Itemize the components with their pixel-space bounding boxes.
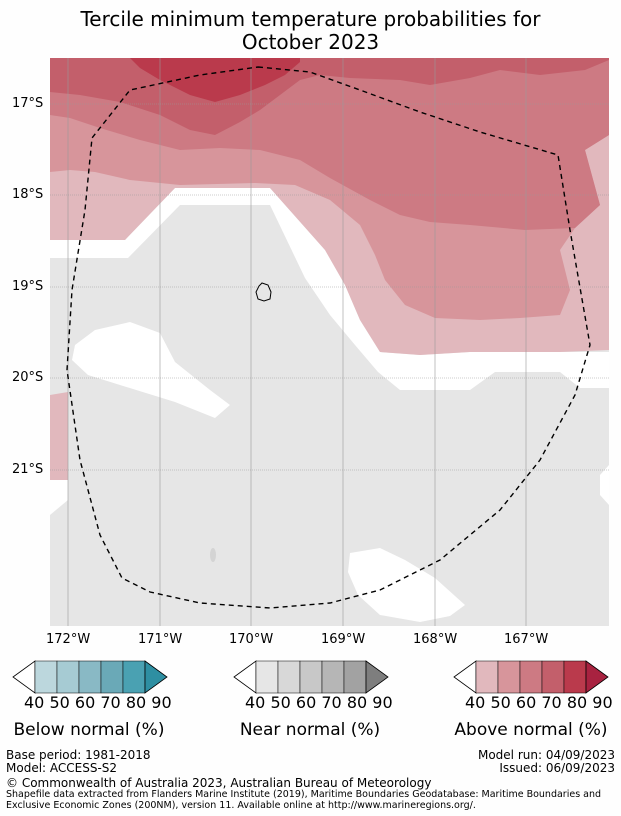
island-outline <box>255 282 272 302</box>
legend-near-segment-5 <box>343 660 367 694</box>
copyright-notice: © Commonwealth of Australia 2023, Austra… <box>6 776 432 790</box>
lat-label-21s: 21°S <box>12 462 44 477</box>
map-title-line2: October 2023 <box>241 30 380 54</box>
lon-label-168w: 168°W <box>413 632 458 647</box>
legend-near-segment-4 <box>321 660 345 694</box>
legend-ticks-near: 40 50 60 70 80 90 <box>245 693 393 712</box>
lon-label-170w: 170°W <box>229 632 274 647</box>
issued-date: Issued: 06/09/2023 <box>499 761 615 775</box>
legend-near-segment-3 <box>299 660 323 694</box>
lon-label-172w: 172°W <box>46 632 91 647</box>
legend-bar-above <box>453 660 609 694</box>
legend-ticks-below: 40 50 60 70 80 90 <box>24 693 172 712</box>
legend-title-below: Below normal (%) <box>13 720 165 740</box>
legend-below-high-extend <box>144 660 168 694</box>
legend-title-near: Near normal (%) <box>239 720 381 740</box>
white-patch-south <box>348 548 465 622</box>
model-run-date: Model run: 04/09/2023 <box>477 748 615 762</box>
legend-bar-below <box>12 660 168 694</box>
legend-near-segment-1 <box>255 660 279 694</box>
white-patch-sw <box>50 478 68 515</box>
legend-below-segment-2 <box>56 660 80 694</box>
legend-near-low-extend <box>233 660 257 694</box>
map-title-line1: Tercile minimum temperature probabilitie… <box>80 7 541 31</box>
legend-below-segment-4 <box>100 660 124 694</box>
legend-near-high-extend <box>365 660 389 694</box>
legend-above-low-extend <box>453 660 477 694</box>
legend-below-low-extend <box>12 660 36 694</box>
eez-boundary <box>66 66 591 609</box>
white-gap-region <box>50 188 609 390</box>
small-mark <box>210 548 216 562</box>
legend-above-segment-1 <box>475 660 499 694</box>
legend-below-segment-5 <box>122 660 146 694</box>
lat-label-20s: 20°S <box>12 370 44 385</box>
legend-ticks-above: 40 50 60 70 80 90 <box>465 693 613 712</box>
lat-label-18s: 18°S <box>12 187 44 202</box>
lon-label-171w: 171°W <box>138 632 183 647</box>
legend-above-segment-4 <box>541 660 565 694</box>
lon-label-169w: 169°W <box>321 632 366 647</box>
lat-label-19s: 19°S <box>12 279 44 294</box>
legend-near-segment-2 <box>277 660 301 694</box>
base-period: Base period: 1981-2018 <box>6 748 151 762</box>
legend-below-segment-1 <box>34 660 58 694</box>
lat-label-17s: 17°S <box>12 96 44 111</box>
probability-field <box>50 58 609 626</box>
legend-title-above: Above normal (%) <box>454 720 608 740</box>
above-40-50-west <box>50 392 68 480</box>
shapefile-credit: Shapefile data extracted from Flanders M… <box>6 789 606 811</box>
legend-above-segment-2 <box>497 660 521 694</box>
shapefile-credit-line2: Exclusive Economic Zones (200NM), versio… <box>6 799 476 811</box>
legend-below-segment-3 <box>78 660 102 694</box>
legend-above-segment-5 <box>563 660 587 694</box>
lon-label-167w: 167°W <box>504 632 549 647</box>
above-80-90-region <box>130 58 300 102</box>
legend-above-high-extend <box>585 660 609 694</box>
legend-bar-near <box>233 660 389 694</box>
shapefile-credit-line1: Shapefile data extracted from Flanders M… <box>6 789 602 800</box>
model-name: Model: ACCESS-S2 <box>6 761 118 775</box>
legend-above-segment-3 <box>519 660 543 694</box>
white-patch-east <box>600 465 609 505</box>
gridlines <box>50 58 609 626</box>
white-patch-west <box>72 322 230 418</box>
